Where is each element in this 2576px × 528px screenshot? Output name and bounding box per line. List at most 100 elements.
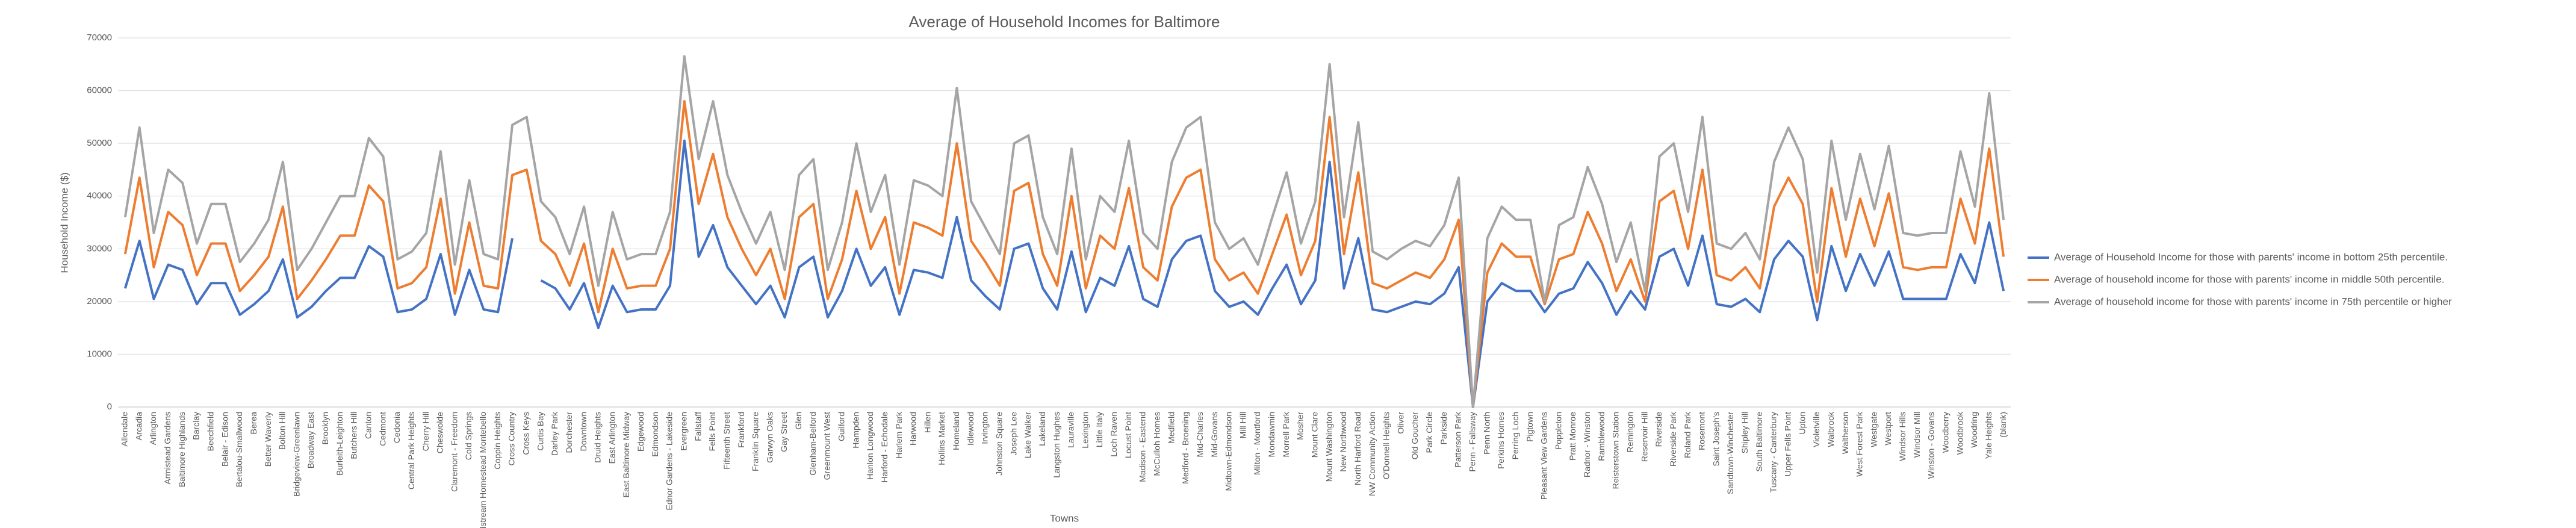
x-tick-label: Coppin Heights (492, 412, 502, 470)
x-tick-label: Mount Washington (1324, 412, 1333, 482)
legend-label: Average of household income for those wi… (2054, 273, 2444, 285)
x-tick-label: Ramblewood (1597, 412, 1606, 461)
x-tick-label: Fifteenth Street (722, 412, 731, 470)
x-tick-label: Irvington (980, 412, 990, 444)
y-tick-label: 40000 (87, 191, 112, 201)
x-tick-label: Arcadia (134, 412, 143, 441)
x-tick-label: East Baltimore Midway (621, 412, 631, 497)
y-tick-label: 20000 (87, 296, 112, 306)
x-tick-label: Hollins Market (937, 412, 946, 465)
x-tick-label: Edgewood (636, 412, 645, 452)
x-tick-label: Glenham-Belford (808, 412, 818, 476)
x-tick-label: Greenmount West (822, 412, 832, 480)
x-tick-label: Gay Street (779, 412, 789, 452)
x-tick-label: Baltimore Highlands (177, 412, 187, 487)
x-tick-label: Cheswolde (435, 412, 445, 453)
series-line (123, 100, 2005, 408)
x-tick-label: Morrell Park (1281, 411, 1291, 457)
x-tick-label: Belair - Edison (220, 412, 229, 467)
x-tick-label: Mid-Govans (1209, 412, 1219, 457)
x-tick-label: Butchers Hill (349, 412, 359, 459)
x-tick-label: O'Donnell Heights (1382, 412, 1391, 479)
x-tick-label: (blank) (1998, 412, 2008, 438)
x-tick-label: Little Italy (1094, 412, 1104, 447)
x-tick-label: Sandtown-Winchester (1725, 412, 1735, 494)
x-tick-label: West Forest Park (1855, 411, 1864, 477)
x-tick-label: Cedmont (377, 412, 387, 446)
x-tick-label: Midtown-Edmondson (1224, 412, 1234, 491)
legend-label: Average of Household Income for those wi… (2054, 251, 2448, 262)
x-tick-label: Arlington (148, 412, 158, 445)
x-tick-label: Loch Raven (1109, 412, 1119, 457)
x-tick-label: Barclay (191, 412, 201, 440)
x-tick-label: Riverside (1654, 412, 1663, 447)
x-tick-label: Violetville (1811, 412, 1821, 447)
legend-label: Average of household income for those wi… (2054, 296, 2452, 307)
x-tick-label: Madison - Eastend (1138, 412, 1147, 482)
x-tick-label: Lakeland (1037, 412, 1047, 446)
x-tick-label: Mount Clare (1310, 412, 1320, 458)
x-tick-label: Burleith-Leighton (335, 412, 344, 476)
x-tick-label: Brooklyn (320, 412, 330, 444)
x-tick-label: Darley Park (550, 411, 559, 456)
series-line (123, 139, 2005, 408)
x-tick-label: Bertalou-Smallwood (234, 412, 244, 487)
x-tick-label: Medford - Broening (1181, 412, 1190, 484)
x-tick-label: New Northwood (1338, 412, 1348, 472)
x-tick-label: Tuscany - Canterbury (1769, 412, 1778, 492)
x-tick-label: Parkside (1439, 412, 1448, 445)
x-tick-label: Evergreen (679, 412, 689, 451)
x-tick-label: Harford - Echodale (880, 412, 889, 483)
x-tick-label: Locust Point (1123, 412, 1133, 458)
x-tick-label: Guilford (837, 412, 846, 441)
x-tick-label: Pratt Monroe (1568, 412, 1577, 461)
x-tick-label: Allendale (120, 412, 129, 447)
x-tick-label: Canton (364, 412, 373, 439)
x-tick-label: South Baltimore (1754, 412, 1764, 472)
x-tick-label: Mondawmin (1267, 412, 1276, 457)
x-tick-label: Bridgeview-Greenlawn (291, 412, 301, 497)
x-tick-label: Milton - Montford (1252, 412, 1262, 475)
x-tick-label: Upton (1797, 412, 1807, 434)
x-tick-label: Edmondson (650, 412, 660, 457)
x-tick-label: Cherry Hill (421, 412, 430, 451)
x-tick-label: Reservoir Hill (1639, 412, 1649, 462)
x-tick-label: Patterson Park (1453, 411, 1463, 468)
x-tick-label: Claremont - Freedom (449, 412, 459, 492)
x-tick-label: Frankford (736, 412, 746, 448)
x-tick-label: Druid Heights (593, 412, 603, 463)
x-tick-label: Johnston Square (995, 412, 1004, 476)
x-tick-label: Lexington (1080, 412, 1090, 449)
x-tick-label: Hanlon Longwood (865, 412, 875, 480)
x-tick-label: Mill Hill (1238, 412, 1247, 438)
y-tick-label: 50000 (87, 138, 112, 148)
x-tick-label: Bolton Hill (278, 412, 287, 450)
x-tick-label: Cedonia (392, 412, 402, 443)
x-tick-label: Coldstream Homestead Montebello (478, 412, 488, 528)
x-tick-label: Woodring (1969, 412, 1979, 448)
x-tick-label: Pigtown (1525, 412, 1535, 442)
x-tick-label: Penn - Fallsway (1468, 412, 1477, 472)
x-tick-label: Windsor Hills (1898, 412, 1907, 461)
x-tick-label: Harlem Park (894, 411, 904, 459)
x-tick-label: Walbrook (1826, 411, 1836, 447)
y-tick-label: 30000 (87, 243, 112, 253)
x-tick-label: Pleasant View Gardens (1539, 412, 1549, 500)
x-tick-label: Hampden (851, 412, 860, 449)
x-tick-label: Dorchester (564, 412, 574, 453)
y-axis-title: Household Income ($) (58, 172, 70, 273)
chart-title: Average of Household Incomes for Baltimo… (909, 13, 1220, 31)
x-tick-label: McCulloh Homes (1152, 412, 1162, 476)
x-tick-label: Woodbrook (1955, 411, 1964, 455)
x-tick-label: Roland Park (1683, 411, 1692, 458)
x-tick-label: Hillen (922, 412, 932, 433)
x-tick-label: Shipley Hill (1740, 412, 1749, 453)
x-tick-label: Lake Walker (1023, 412, 1032, 459)
x-tick-label: Lauraville (1066, 412, 1076, 448)
x-tick-label: Cross Keys (521, 412, 531, 455)
x-tick-label: East Arlington (607, 412, 616, 464)
x-tick-label: Perkins Homes (1496, 412, 1506, 469)
x-tick-label: Joseph Lee (1008, 412, 1018, 456)
